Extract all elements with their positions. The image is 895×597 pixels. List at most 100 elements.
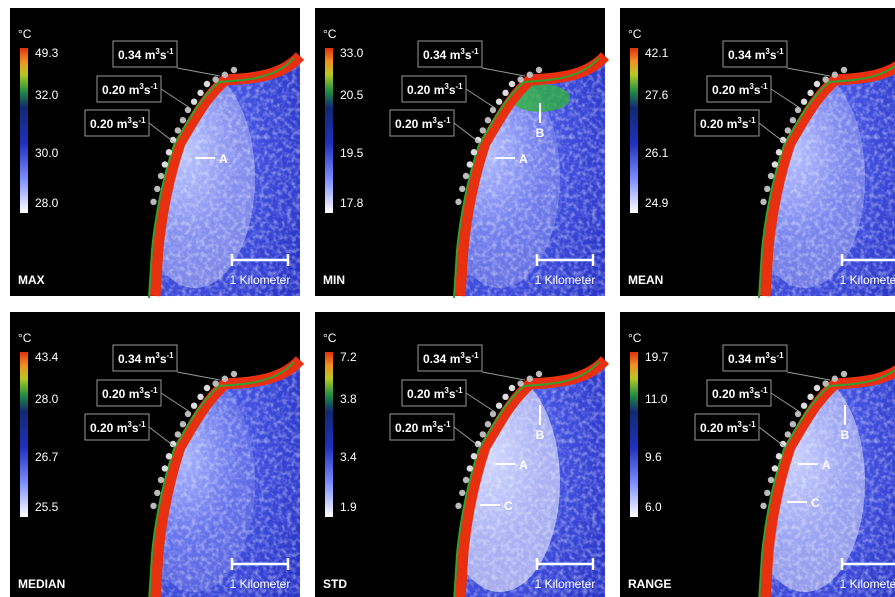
flow-label-part: -1 — [456, 82, 464, 91]
flow-label-part: 0.34 m — [118, 352, 155, 366]
sensor-dot — [772, 465, 778, 471]
flow-label: 0.20 m3s-1 — [712, 82, 768, 97]
flow-label-part: -1 — [139, 116, 147, 125]
panel: °C19.711.09.66.00.34 m3s-10.20 m3s-10.20… — [620, 312, 895, 597]
colorbar-tick-label: 3.8 — [340, 392, 357, 406]
flow-label-part: -1 — [777, 47, 785, 56]
flow-label: 0.20 m3s-1 — [407, 386, 463, 401]
colorbar-tick-label: 28.0 — [35, 196, 59, 210]
sensor-dot — [790, 117, 796, 123]
sensor-dot — [158, 173, 164, 179]
sensor-dot — [471, 453, 477, 459]
sensor-dot — [166, 453, 172, 459]
sensor-dot — [496, 402, 502, 408]
sensor-dot — [822, 380, 828, 386]
sensor-dot — [509, 385, 515, 391]
sensor-dot — [536, 371, 542, 377]
sensor-dot — [455, 199, 461, 205]
flow-label-part: -1 — [761, 82, 769, 91]
sensor-dot — [832, 376, 838, 382]
sensor-dot — [212, 76, 218, 82]
sensor-dot — [790, 421, 796, 427]
flow-label-part: -1 — [456, 386, 464, 395]
unit-label: °C — [18, 331, 32, 345]
sensor-dot — [204, 385, 210, 391]
flow-label-part: -1 — [151, 386, 159, 395]
panel: °C42.127.626.124.90.34 m3s-10.20 m3s-10.… — [620, 8, 895, 298]
flow-label-part: 0.34 m — [728, 352, 765, 366]
scale-bar-label: 1 Kilometer — [840, 273, 895, 287]
sensor-dot — [768, 173, 774, 179]
flow-label-part: 0.34 m — [423, 48, 460, 62]
colorbar — [20, 48, 28, 213]
flow-label: 0.20 m3s-1 — [395, 116, 451, 131]
sensor-dot — [459, 186, 465, 192]
sensor-dot — [814, 385, 820, 391]
flow-label-part: 0.20 m — [395, 117, 432, 131]
sensor-dot — [166, 149, 172, 155]
colorbar-tick-label: 26.7 — [35, 450, 59, 464]
sensor-dot — [463, 173, 469, 179]
sensor-dot — [212, 380, 218, 386]
panel-label: MAX — [18, 273, 45, 287]
flow-label-part: 0.20 m — [712, 83, 749, 97]
colorbar-tick-label: 25.5 — [35, 500, 59, 514]
sensor-dot — [795, 411, 801, 417]
sensor-dot — [197, 394, 203, 400]
sensor-dot — [764, 490, 770, 496]
unit-label: °C — [18, 27, 32, 41]
sensor-dot — [162, 161, 168, 167]
panel: °C7.23.83.41.90.34 m3s-10.20 m3s-10.20 m… — [315, 312, 605, 597]
sensor-dot — [154, 186, 160, 192]
sensor-dot — [480, 431, 486, 437]
sensor-dot — [480, 127, 486, 133]
sensor-dot — [158, 477, 164, 483]
colorbar-tick-label: 24.9 — [645, 196, 669, 210]
colorbar — [325, 48, 333, 213]
flow-label-part: 0.20 m — [90, 421, 127, 435]
colorbar-tick-label: 28.0 — [35, 392, 59, 406]
flow-label-part: 0.20 m — [407, 387, 444, 401]
sensor-dot — [150, 199, 156, 205]
flow-label-part: 0.34 m — [118, 48, 155, 62]
flow-label-part: 0.20 m — [395, 421, 432, 435]
colorbar-tick-label: 6.0 — [645, 500, 662, 514]
point-label: C — [504, 499, 513, 513]
panel: °C49.332.030.028.00.34 m3s-10.20 m3s-10.… — [10, 8, 300, 298]
sensor-dot — [222, 376, 228, 382]
scale-bar-label: 1 Kilometer — [230, 273, 291, 287]
sensor-dot — [467, 161, 473, 167]
colorbar-tick-label: 11.0 — [645, 392, 668, 406]
sensor-dot — [760, 503, 766, 509]
point-label: A — [822, 458, 831, 472]
colorbar-tick-label: 17.8 — [340, 196, 364, 210]
sensor-dot — [760, 199, 766, 205]
sensor-dot — [785, 431, 791, 437]
unit-label: °C — [628, 331, 642, 345]
colorbar — [630, 352, 638, 517]
flow-label-part: 0.20 m — [700, 117, 737, 131]
panel-label: STD — [323, 577, 347, 591]
colorbar-tick-label: 26.1 — [645, 146, 669, 160]
flow-label: 0.20 m3s-1 — [700, 420, 756, 435]
point-label: C — [811, 496, 820, 510]
flow-label: 0.20 m3s-1 — [700, 116, 756, 131]
sensor-dot — [185, 107, 191, 113]
colorbar-tick-label: 42.1 — [645, 46, 669, 60]
colorbar — [20, 352, 28, 517]
flow-label-part: -1 — [167, 47, 175, 56]
flow-label-part: 0.34 m — [423, 352, 460, 366]
flow-label: 0.20 m3s-1 — [90, 420, 146, 435]
sensor-dot — [180, 421, 186, 427]
sensor-dot — [191, 98, 197, 104]
flow-label-part: 0.20 m — [102, 83, 139, 97]
sensor-dot — [162, 465, 168, 471]
sensor-dot — [180, 117, 186, 123]
point-label: A — [519, 458, 528, 472]
sensor-dot — [459, 490, 465, 496]
sensor-dot — [154, 490, 160, 496]
colorbar-tick-label: 19.7 — [645, 350, 669, 364]
point-label: B — [536, 126, 545, 140]
colorbar — [630, 48, 638, 213]
flow-label-part: 0.20 m — [102, 387, 139, 401]
